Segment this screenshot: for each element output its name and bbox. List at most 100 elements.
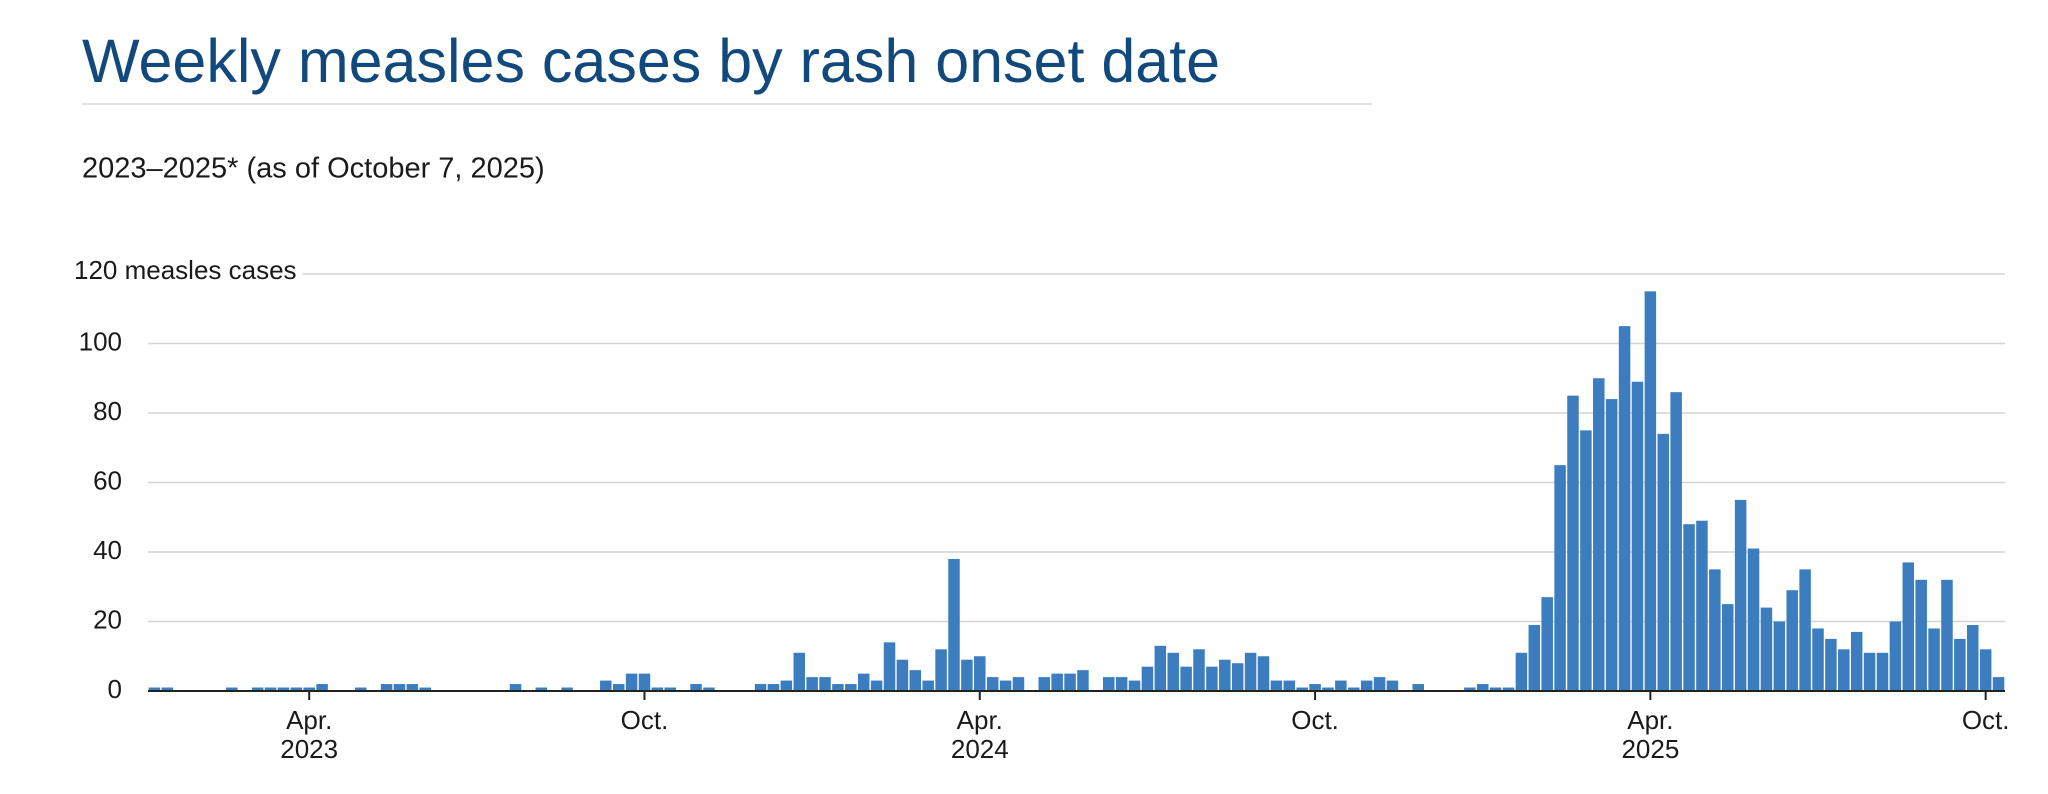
bar <box>1038 677 1051 691</box>
bar <box>1180 666 1192 691</box>
bar <box>651 687 664 691</box>
x-tick-label: Apr. 2025 <box>1621 705 1680 764</box>
bar <box>1257 656 1270 691</box>
bar <box>1051 673 1063 691</box>
bar <box>1335 680 1347 691</box>
bar <box>1012 677 1025 691</box>
bar <box>1489 687 1502 691</box>
bar <box>264 687 277 691</box>
chart-title: Weekly measles cases by rash onset date <box>82 27 1220 95</box>
bar <box>277 687 290 691</box>
x-tick-label: Apr. 2023 <box>280 705 339 764</box>
bar <box>1567 395 1579 691</box>
bar <box>1657 433 1670 691</box>
bar <box>1231 663 1244 691</box>
bar <box>1309 684 1321 691</box>
bar <box>1786 590 1798 691</box>
bar <box>883 642 896 691</box>
bar <box>1644 291 1657 691</box>
bar <box>1812 628 1824 691</box>
bar <box>935 649 947 691</box>
bar <box>1219 659 1231 691</box>
bar <box>948 558 960 691</box>
bar <box>612 684 625 691</box>
bar <box>999 680 1012 691</box>
bar <box>148 687 161 691</box>
bar <box>600 680 612 691</box>
bar <box>857 673 870 691</box>
bar <box>1244 652 1257 691</box>
y-tick-label: 120 measles cases <box>74 255 297 285</box>
bar <box>1618 326 1631 691</box>
bar <box>1064 673 1076 691</box>
bar <box>226 687 238 691</box>
bar <box>638 673 651 691</box>
bar <box>1838 649 1850 691</box>
bar <box>1580 430 1592 691</box>
bar <box>355 687 367 691</box>
bar <box>922 680 934 691</box>
bar <box>664 687 677 691</box>
bar <box>974 656 986 691</box>
bar <box>1967 624 1979 691</box>
bar <box>1799 569 1811 691</box>
y-tick-label: 60 <box>93 465 122 495</box>
bar <box>1863 652 1876 691</box>
bar <box>1206 666 1218 691</box>
bar <box>1709 569 1721 691</box>
x-tick-label: Oct. <box>620 705 669 735</box>
x-tick-label: Apr. 2024 <box>950 705 1009 764</box>
bar <box>251 687 264 691</box>
bar <box>1270 680 1283 691</box>
bar <box>1683 524 1695 691</box>
bar <box>1670 392 1682 691</box>
bar <box>161 687 174 691</box>
x-tick-label: Oct. <box>1961 705 2010 735</box>
bar <box>780 680 793 691</box>
bar <box>393 684 406 691</box>
bar <box>406 684 419 691</box>
bar <box>1167 652 1179 691</box>
bar <box>1128 680 1141 691</box>
bar <box>535 687 548 691</box>
bar <box>806 677 818 691</box>
bar <box>690 684 702 691</box>
bar <box>1077 670 1089 691</box>
bar <box>1154 645 1167 691</box>
bar <box>1528 624 1541 691</box>
bar <box>1386 680 1399 691</box>
bar <box>1554 465 1566 691</box>
bar <box>1915 579 1927 691</box>
bar <box>1283 680 1296 691</box>
bar <box>909 670 922 691</box>
bar <box>1541 597 1553 691</box>
chart-subtitle: 2023–2025* (as of October 7, 2025) <box>82 153 545 185</box>
bar <box>1631 381 1644 691</box>
y-tick-label: 100 <box>79 326 122 356</box>
bar <box>509 684 522 691</box>
bar <box>1747 548 1760 691</box>
bar <box>316 684 328 691</box>
bar <box>961 659 973 691</box>
bar <box>303 687 315 691</box>
bar <box>1464 687 1476 691</box>
bar <box>870 680 883 691</box>
bar <box>1760 607 1773 691</box>
y-tick-label: 20 <box>93 604 122 634</box>
bar <box>793 652 805 691</box>
bar <box>1102 677 1115 691</box>
bar <box>1941 579 1953 691</box>
bar <box>845 684 857 691</box>
bar <box>1141 666 1154 691</box>
bar <box>832 684 844 691</box>
bar <box>1889 621 1902 691</box>
bar <box>986 677 999 691</box>
y-tick-label: 40 <box>93 535 122 565</box>
bar <box>1734 499 1747 691</box>
y-tick-label: 0 <box>108 674 122 704</box>
bar <box>1954 638 1966 691</box>
bar <box>767 684 780 691</box>
bar <box>1992 677 2005 691</box>
bar <box>1773 621 1786 691</box>
